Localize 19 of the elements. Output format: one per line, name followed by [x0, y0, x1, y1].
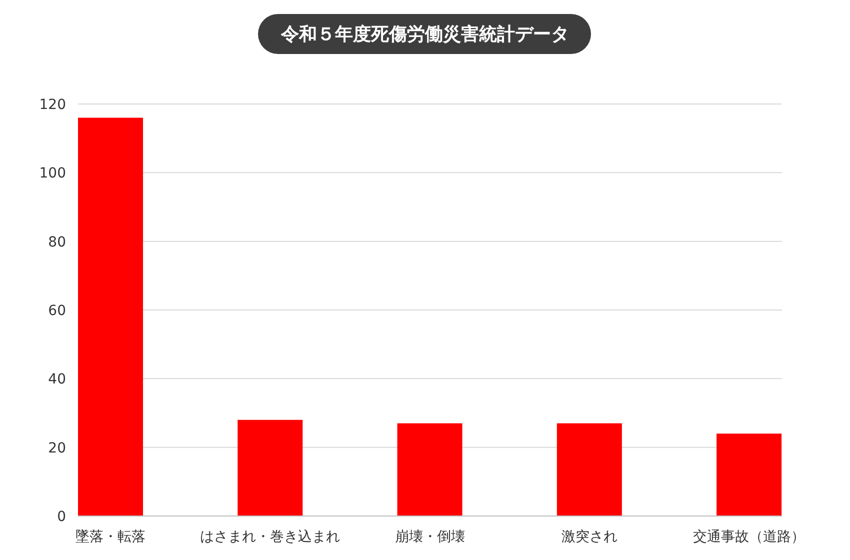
y-tick-label: 80: [48, 234, 66, 250]
bar: [556, 423, 622, 516]
y-tick-label: 40: [48, 372, 66, 388]
x-tick-label: 墜落・転落: [76, 529, 146, 545]
x-tick-label: はさまれ・巻き込まれ: [200, 529, 340, 545]
bar: [238, 420, 303, 516]
chart-title: 令和５年度死傷労働災害統計データ: [280, 24, 569, 45]
y-tick-label: 60: [48, 303, 66, 319]
bar: [397, 423, 462, 516]
x-tick-label: 交通事故（道路）: [693, 529, 806, 545]
x-tick-label: 激突され: [561, 529, 618, 545]
bar: [716, 434, 782, 516]
y-tick-label: 20: [48, 440, 66, 456]
y-tick-label: 100: [39, 166, 66, 182]
x-tick-label: 崩壊・倒壊: [394, 529, 465, 545]
y-tick-label: 0: [57, 509, 66, 525]
title: 令和５年度死傷労働災害統計データ: [258, 14, 591, 54]
y-tick-label: 120: [39, 97, 66, 113]
bar: [78, 118, 143, 516]
